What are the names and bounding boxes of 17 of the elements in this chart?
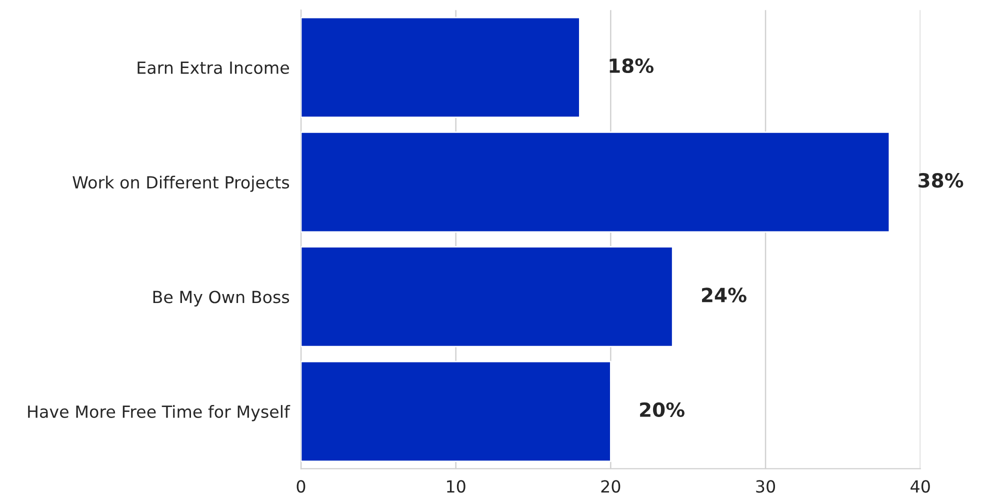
bar (300, 246, 674, 348)
bar (300, 16, 580, 118)
data-label: 18% (610, 58, 654, 74)
data-label: 20% (640, 402, 684, 418)
y-tick-label: Work on Different Projects (72, 176, 290, 192)
data-label: 24% (702, 288, 746, 302)
y-tick-label: Have More Free Time for Myself (28, 405, 290, 422)
x-tick-label: 10 (447, 480, 466, 493)
data-label: 38% (918, 173, 964, 188)
y-tick-label: Be My Own Boss (153, 290, 290, 307)
x-tick-label: 40 (910, 480, 930, 493)
x-tick-label: 30 (756, 480, 776, 493)
bar (300, 360, 612, 462)
y-tick-label: Earn Extra Income (138, 62, 289, 74)
x-tick-label: 20 (601, 480, 620, 493)
bar (300, 132, 890, 233)
x-tick-label: 0 (296, 480, 306, 493)
